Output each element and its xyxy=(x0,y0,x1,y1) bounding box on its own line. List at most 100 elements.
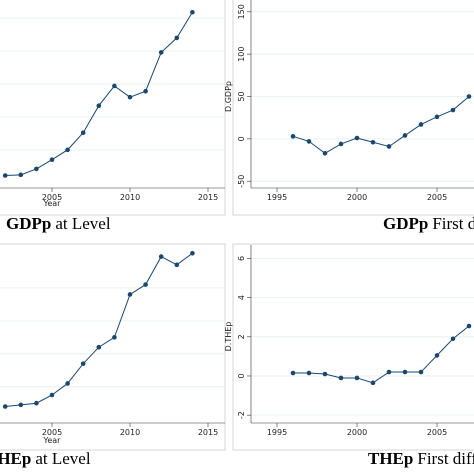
x-tick-label: 2005 xyxy=(42,428,62,437)
panel: -50 0 50 100 150 1995 2000 2005 D.GDPp GDPp First … xyxy=(224,0,474,233)
caption-text: at Level xyxy=(35,449,90,468)
data-point xyxy=(80,130,86,136)
data-point xyxy=(338,375,344,381)
x-tick-label: 2000 xyxy=(347,428,367,437)
data-point xyxy=(322,150,328,156)
caption-text: First difference xyxy=(432,214,474,233)
x-tick-label: 2015 xyxy=(198,428,218,437)
panel-frame xyxy=(0,0,226,216)
data-point xyxy=(386,369,392,375)
data-point xyxy=(190,250,195,256)
caption: GDPp at Level xyxy=(6,214,111,233)
data-point xyxy=(112,335,117,340)
data-line xyxy=(293,325,470,384)
data-point xyxy=(2,404,8,409)
data-point xyxy=(2,173,8,178)
panel-frame xyxy=(232,0,474,216)
data-point xyxy=(34,400,39,406)
data-point xyxy=(354,375,360,381)
y-tick-label: 50 xyxy=(237,91,246,101)
data-point xyxy=(112,83,117,89)
data-point xyxy=(434,353,440,358)
panel-frame xyxy=(0,243,226,451)
y-tick-label: 4 xyxy=(237,295,246,300)
y-tick-label: 150 xyxy=(237,4,246,19)
data-point xyxy=(158,50,164,55)
panel: 100150200250300200520102015YearGDPpat Le… xyxy=(0,9,225,233)
y-tick-label: -2 xyxy=(237,411,246,419)
data-point xyxy=(466,94,472,99)
caption-bold: THEp xyxy=(368,449,413,468)
data-point xyxy=(402,369,408,375)
y-tick-label: 6 xyxy=(237,256,246,261)
data-point xyxy=(65,147,70,153)
y-tick-label: 2 xyxy=(237,334,246,339)
data-point xyxy=(143,282,148,287)
data-point xyxy=(338,141,344,147)
data-point xyxy=(402,133,408,138)
data-point xyxy=(34,166,39,172)
panel-frame xyxy=(232,243,474,451)
caption-bold: GDPp xyxy=(383,214,428,233)
panel: 2468200520102015YearTHEpat Level xyxy=(0,250,225,468)
data-point xyxy=(418,122,424,127)
data-point xyxy=(65,381,70,386)
y-tick-label: 100 xyxy=(237,46,246,61)
x-tick-label: 2005 xyxy=(427,428,447,437)
data-point xyxy=(370,380,376,386)
data-point xyxy=(370,139,376,145)
data-point xyxy=(49,157,55,162)
y-tick-label: 0 xyxy=(237,373,246,378)
x-tick-label: 2010 xyxy=(120,193,140,202)
x-tick-label: 2015 xyxy=(198,193,218,202)
data-point xyxy=(450,336,456,342)
data-point xyxy=(418,369,424,375)
y-tick-label: 0 xyxy=(237,136,246,141)
x-axis-title: Year xyxy=(43,199,62,208)
data-point xyxy=(290,370,296,376)
caption-text: at Level xyxy=(55,214,110,233)
data-point xyxy=(450,107,456,113)
data-point xyxy=(174,35,180,41)
data-point xyxy=(80,361,86,366)
caption: THEpat Level xyxy=(0,449,91,468)
data-point xyxy=(96,103,102,109)
data-point xyxy=(466,323,472,329)
data-point xyxy=(18,402,24,408)
x-tick-label: 1995 xyxy=(267,193,287,202)
data-point xyxy=(290,134,296,139)
data-point xyxy=(322,371,328,377)
data-point xyxy=(18,172,24,178)
x-tick-label: 1995 xyxy=(267,428,287,437)
data-point xyxy=(158,254,164,259)
data-point xyxy=(190,9,195,15)
x-tick-label: 2005 xyxy=(427,193,447,202)
data-point xyxy=(354,135,360,141)
y-axis-title: D.GDPp xyxy=(224,81,233,112)
data-point xyxy=(49,392,55,398)
caption-bold: GDPp xyxy=(6,214,51,233)
data-point xyxy=(143,88,148,94)
x-axis-title: Year xyxy=(43,436,62,445)
data-point xyxy=(127,94,133,100)
data-point xyxy=(96,344,102,350)
y-axis-title: D.THEp xyxy=(224,322,233,352)
x-tick-label: 2000 xyxy=(347,193,367,202)
data-point xyxy=(174,262,180,268)
data-point xyxy=(306,139,312,144)
caption-text: First difference xyxy=(417,449,474,468)
data-point xyxy=(306,370,312,376)
x-tick-label: 2005 xyxy=(42,193,62,202)
y-tick-label: -50 xyxy=(237,175,246,188)
data-line xyxy=(292,96,470,154)
caption-bold: THEp xyxy=(0,449,31,468)
x-tick-label: 2010 xyxy=(120,428,140,437)
data-point xyxy=(434,114,440,120)
data-point xyxy=(386,144,392,149)
data-point xyxy=(127,292,133,297)
